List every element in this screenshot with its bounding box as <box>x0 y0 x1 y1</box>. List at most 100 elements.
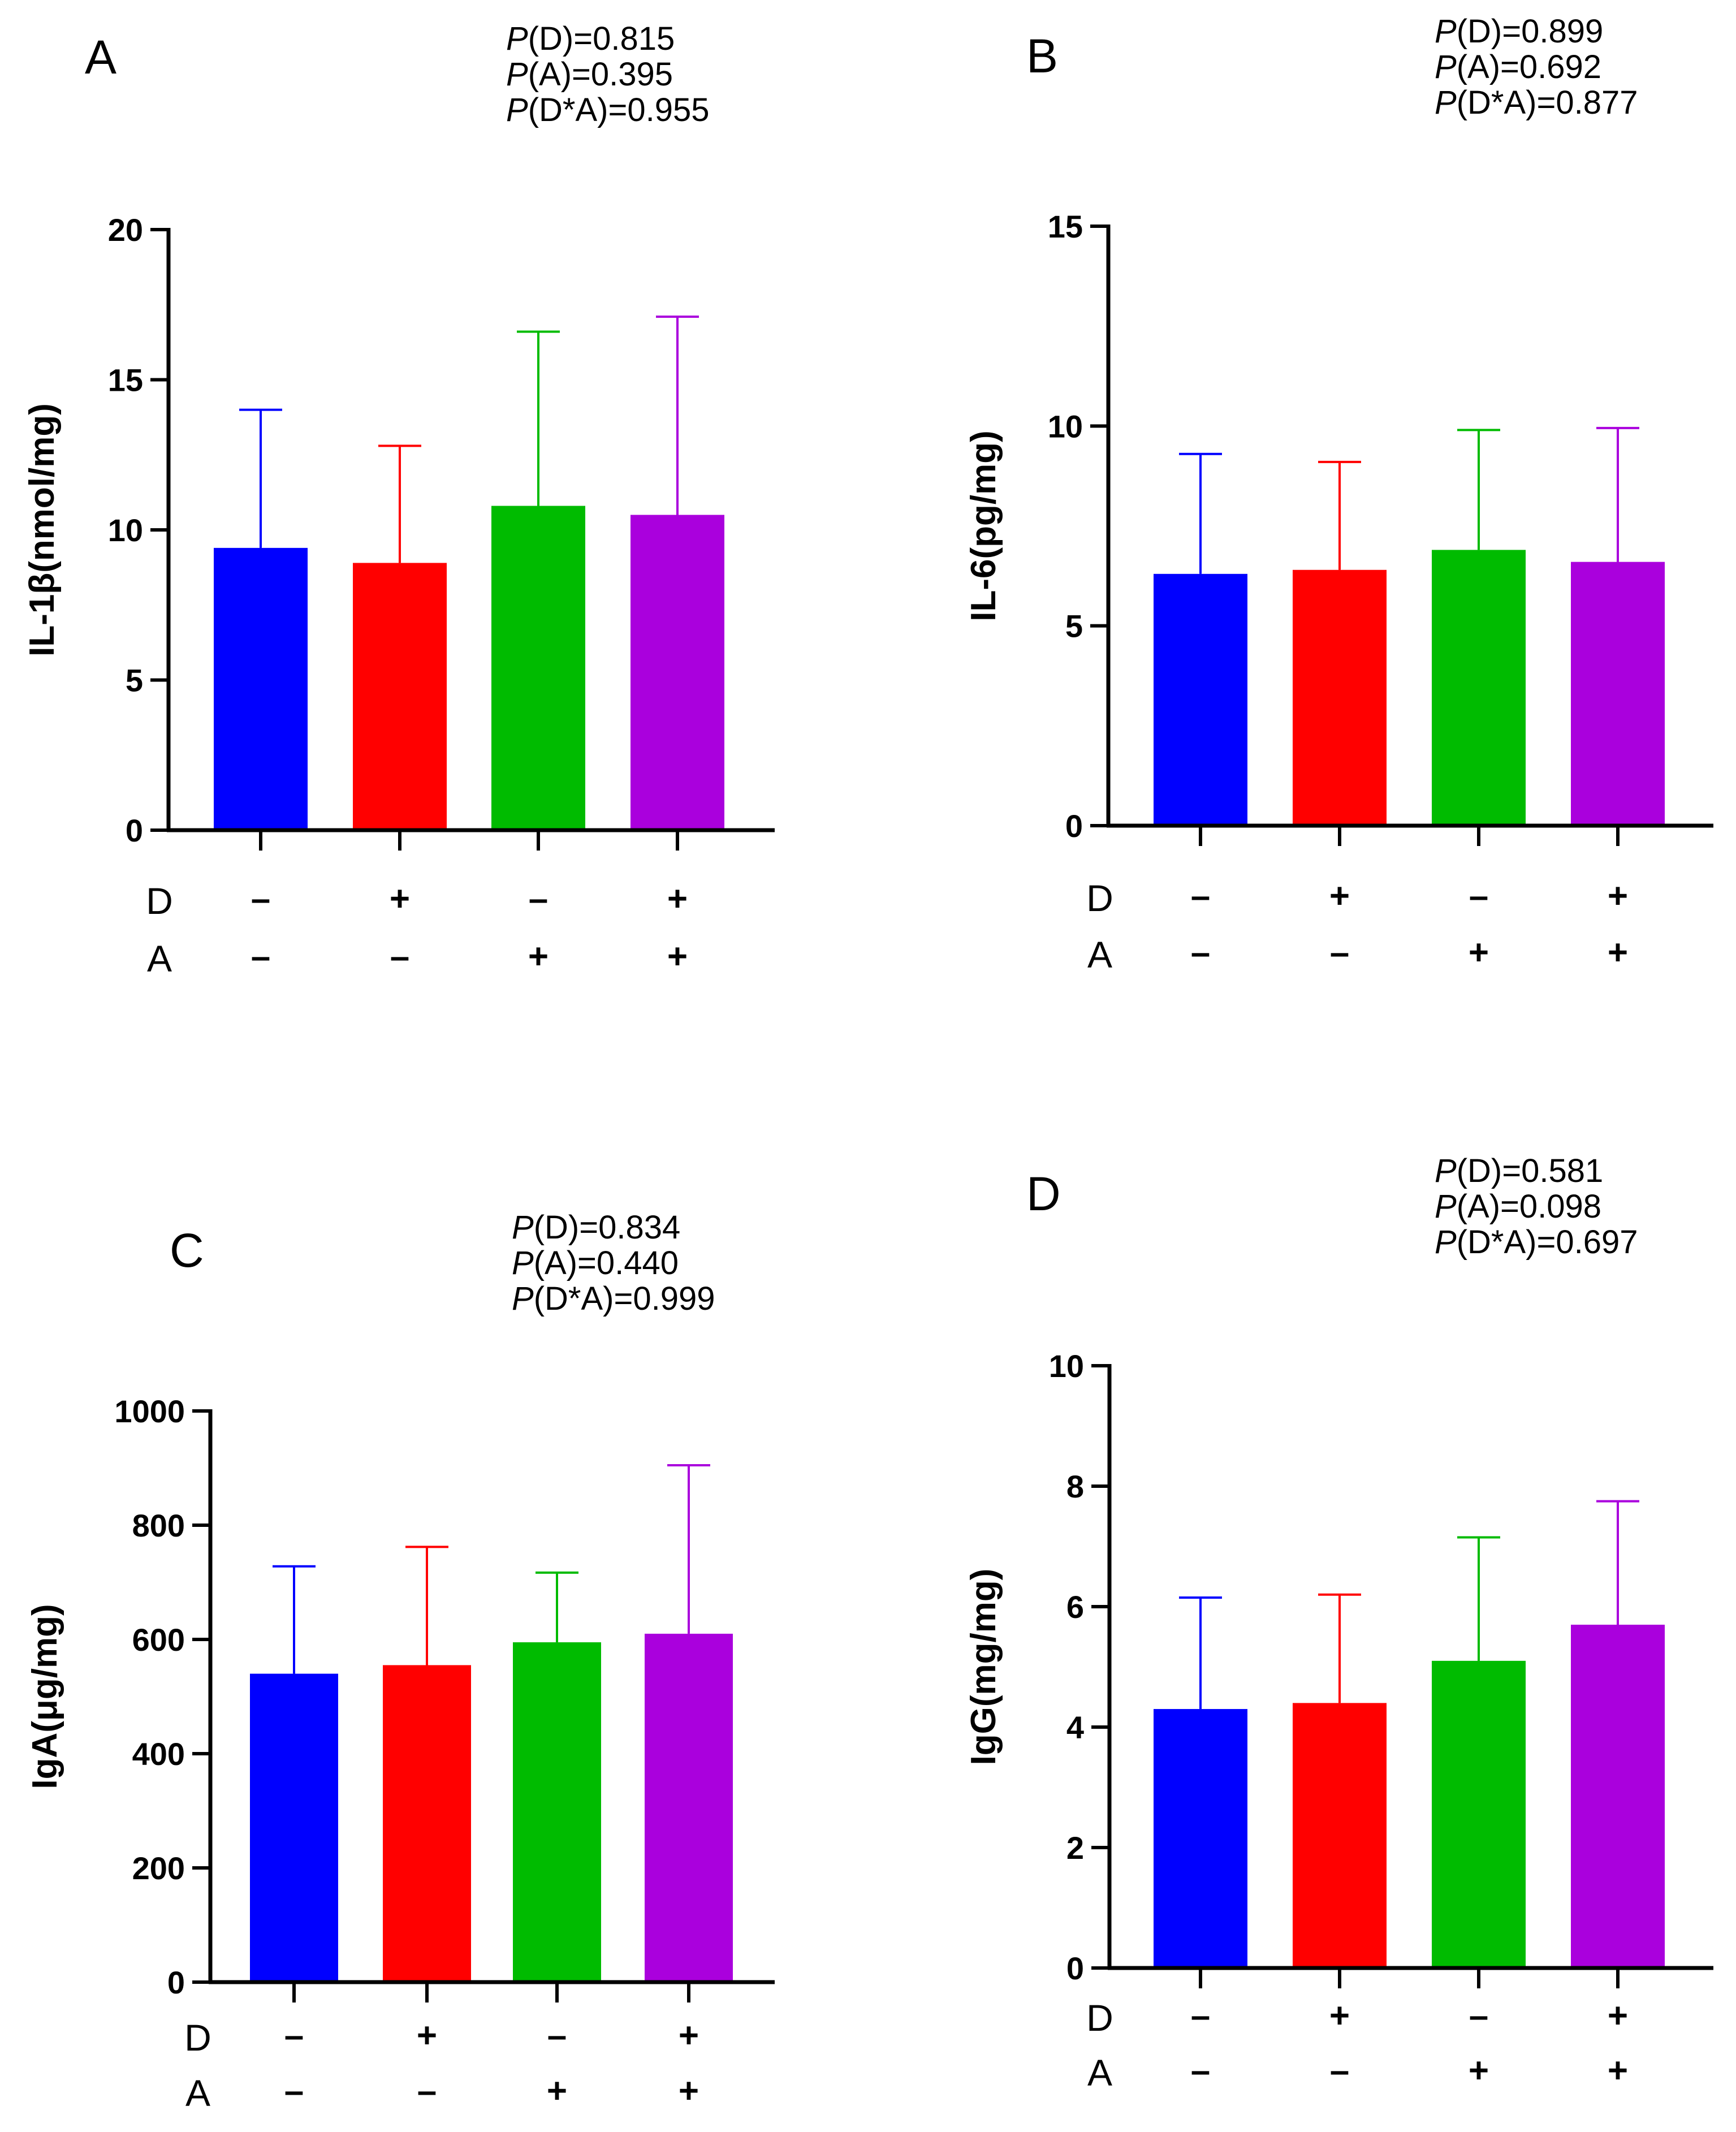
p-value-italic-p: P <box>1435 49 1457 85</box>
y-tick-label: 0 <box>1066 1950 1084 1986</box>
p-value-italic-p: P <box>506 20 528 57</box>
bar <box>383 1665 471 1982</box>
d-sign-label: – <box>529 879 548 918</box>
p-value-label: P(D*A)=0.697 <box>1435 1224 1638 1261</box>
y-tick-label: 0 <box>126 813 143 848</box>
p-value-italic-p: P <box>1435 1153 1457 1189</box>
row-label-a: A <box>1087 2052 1112 2094</box>
d-sign-label: + <box>1608 1996 1628 2035</box>
p-value-label: P(D)=0.815 <box>506 20 675 57</box>
p-value-label: P(A)=0.098 <box>1435 1188 1601 1225</box>
a-sign-label: – <box>1191 933 1210 972</box>
y-axis-label: IL-1β(nmol/mg) <box>23 403 62 657</box>
row-label-d: D <box>1086 877 1113 919</box>
d-sign-label: – <box>284 2016 304 2055</box>
p-value-text: (D)=0.581 <box>1457 1153 1604 1189</box>
row-label-d: D <box>146 880 173 922</box>
y-tick-label: 600 <box>132 1622 185 1658</box>
p-value-text: (D*A)=0.877 <box>1457 84 1638 121</box>
d-sign-label: – <box>1191 877 1210 916</box>
panel-letter: D <box>1026 1167 1061 1220</box>
bar <box>645 1633 733 1982</box>
p-value-label: P(D)=0.899 <box>1435 13 1603 50</box>
y-tick-label: 10 <box>1048 408 1083 444</box>
panel-letter: B <box>1026 29 1058 83</box>
y-axis-label: IL-6(pg/mg) <box>964 430 1003 622</box>
y-tick-label: 15 <box>108 362 143 398</box>
d-sign-label: – <box>547 2016 567 2055</box>
a-sign-label: – <box>251 937 270 976</box>
p-value-label: P(D)=0.834 <box>512 1209 680 1246</box>
y-tick-label: 0 <box>167 1965 185 2000</box>
chart-panel-c: C P(D)=0.834P(A)=0.440P(D*A)=0.999––+––++… <box>25 1209 775 2114</box>
bar <box>1571 1624 1665 1968</box>
y-tick-label: 10 <box>1049 1348 1084 1384</box>
y-tick-label: 4 <box>1066 1710 1084 1745</box>
p-value-text: (D*A)=0.697 <box>1457 1224 1638 1261</box>
p-value-label: P(A)=0.395 <box>506 56 673 93</box>
p-value-italic-p: P <box>512 1245 534 1281</box>
p-value-italic-p: P <box>512 1280 534 1317</box>
y-tick-label: 15 <box>1048 209 1083 244</box>
y-tick-label: 800 <box>132 1508 185 1543</box>
y-tick-label: 0 <box>1065 808 1083 844</box>
d-sign-label: + <box>417 2016 437 2055</box>
y-tick-label: 400 <box>132 1736 185 1772</box>
a-sign-label: – <box>390 937 409 976</box>
p-value-text: (A)=0.692 <box>1457 49 1601 85</box>
p-value-label: P(A)=0.440 <box>512 1245 679 1281</box>
a-sign-label: – <box>1330 2051 1349 2090</box>
bar <box>631 515 724 830</box>
p-value-text: (D*A)=0.955 <box>528 92 710 128</box>
bar <box>1154 1709 1247 1968</box>
p-value-italic-p: P <box>506 92 528 128</box>
p-value-text: (A)=0.440 <box>534 1245 679 1281</box>
p-value-italic-p: P <box>1435 84 1457 121</box>
p-value-italic-p: P <box>506 56 528 93</box>
row-label-a: A <box>147 938 172 979</box>
d-sign-label: + <box>390 879 410 918</box>
bar <box>353 563 447 830</box>
a-sign-label: + <box>528 937 549 976</box>
y-tick-label: 5 <box>1065 608 1083 644</box>
y-tick-label: 5 <box>126 663 143 698</box>
y-tick-label: 8 <box>1066 1469 1084 1504</box>
row-label-d: D <box>184 2017 211 2058</box>
a-sign-label: + <box>547 2071 567 2111</box>
d-sign-label: – <box>251 879 270 918</box>
p-value-text: (D)=0.899 <box>1457 13 1604 50</box>
chart-panel-d: D P(D)=0.581P(A)=0.098P(D*A)=0.697––+––++… <box>964 1153 1713 2094</box>
p-value-label: P(D*A)=0.955 <box>506 92 709 128</box>
bar <box>214 547 308 830</box>
p-value-text: (D)=0.815 <box>528 20 675 57</box>
bar <box>1293 569 1387 826</box>
p-value-text: (D*A)=0.999 <box>534 1280 715 1317</box>
bar <box>491 506 585 830</box>
chart-panel-b: B P(D)=0.899P(A)=0.692P(D*A)=0.877––+––++… <box>964 13 1713 976</box>
bar <box>513 1642 601 1982</box>
a-sign-label: + <box>1469 2051 1489 2090</box>
p-value-text: (A)=0.395 <box>528 56 673 93</box>
a-sign-label: + <box>1608 933 1628 972</box>
a-sign-label: + <box>1608 2051 1628 2090</box>
d-sign-label: + <box>1329 877 1350 916</box>
a-sign-label: – <box>284 2071 304 2111</box>
row-label-a: A <box>1087 934 1112 976</box>
p-value-italic-p: P <box>1435 13 1457 50</box>
a-sign-label: – <box>417 2071 437 2111</box>
y-axis-label: IgG(mg/mg) <box>964 1569 1003 1766</box>
p-value-label: P(A)=0.692 <box>1435 49 1601 85</box>
y-axis-label: IgA(μg/mg) <box>25 1604 64 1789</box>
p-value-label: P(D*A)=0.999 <box>512 1280 715 1317</box>
p-value-text: (A)=0.098 <box>1457 1188 1601 1225</box>
chart-panel-a: A P(D)=0.815P(A)=0.395P(D*A)=0.955––+––++… <box>23 20 775 979</box>
y-tick-label: 1000 <box>114 1393 185 1429</box>
bar <box>1571 562 1665 826</box>
a-sign-label: + <box>667 937 688 976</box>
d-sign-label: + <box>679 2016 699 2055</box>
row-label-a: A <box>185 2072 210 2114</box>
y-tick-label: 10 <box>108 512 143 548</box>
p-value-text: (D)=0.834 <box>534 1209 681 1246</box>
y-tick-label: 2 <box>1066 1830 1084 1866</box>
p-value-italic-p: P <box>1435 1224 1457 1261</box>
